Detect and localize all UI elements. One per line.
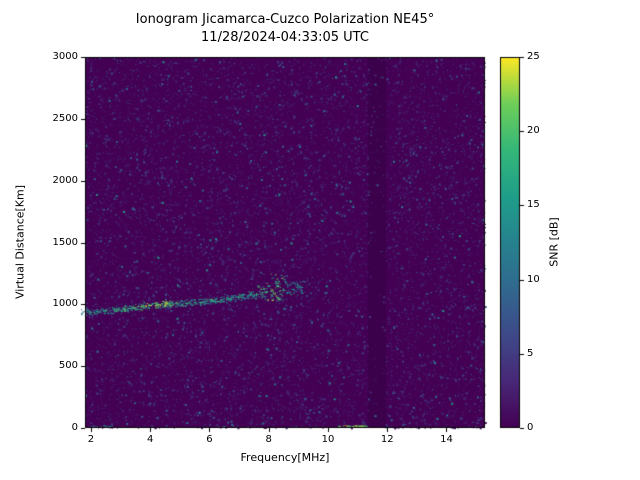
chart-title-block: Ionogram Jicamarca-Cuzco Polarization NE… xyxy=(85,11,485,47)
x-tick-label: 6 xyxy=(206,434,213,445)
x-tick-label: 8 xyxy=(265,434,272,445)
x-tick-label: 4 xyxy=(146,434,154,445)
colorbar-tick-label: 5 xyxy=(527,347,534,359)
y-axis-label: Virtual Distance[Km] xyxy=(13,184,27,300)
x-tick-label: 10 xyxy=(321,434,335,445)
y-tick-label: 2000 xyxy=(52,174,78,186)
y-tick-label: 0 xyxy=(71,422,78,433)
colorbar-label: SNR [dB] xyxy=(547,217,561,267)
y-tick-label: 3000 xyxy=(52,51,78,62)
x-tick-label: 14 xyxy=(440,434,453,445)
colorbar-tick-label: 15 xyxy=(527,199,540,211)
chart-subtitle: 11/28/2024-04:33:05 UTC xyxy=(201,30,369,45)
y-tick-label: 2500 xyxy=(52,112,78,124)
colorbar-tick-label: 20 xyxy=(527,125,540,137)
y-tick-label: 500 xyxy=(58,360,78,372)
y-tick-label: 1000 xyxy=(52,298,78,310)
y-tick-label: 1500 xyxy=(52,236,78,248)
colorbar-tick-label: 0 xyxy=(527,422,534,433)
colorbar-tick-label: 10 xyxy=(527,273,540,285)
chart-title: Ionogram Jicamarca-Cuzco Polarization NE… xyxy=(135,12,435,27)
x-tick-label: 12 xyxy=(380,434,394,445)
colorbar-tick-label: 25 xyxy=(527,51,540,62)
x-axis-label: Frequency[MHz] xyxy=(240,451,330,464)
x-tick-label: 2 xyxy=(87,434,95,445)
